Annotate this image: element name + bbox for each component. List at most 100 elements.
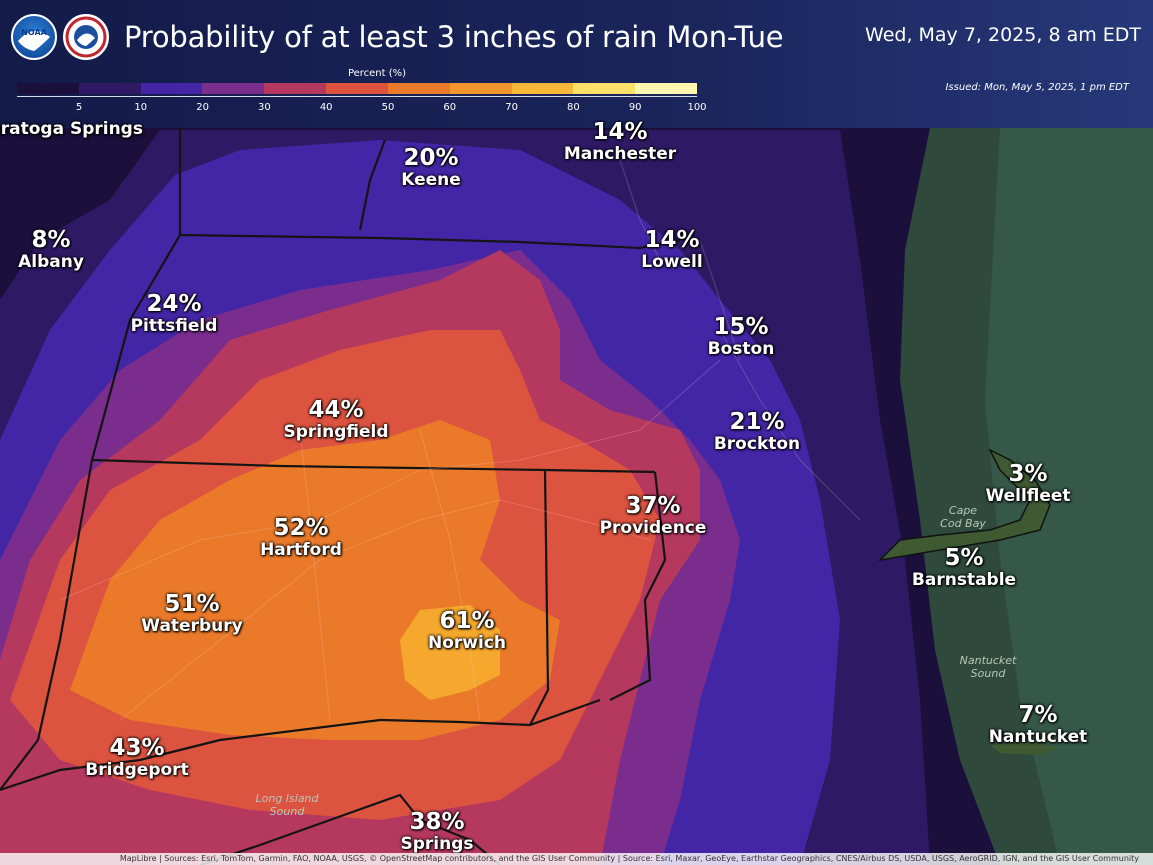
city-name: Keene	[401, 170, 461, 190]
legend-swatch	[202, 83, 265, 94]
city-label-springfield[interactable]: 44% Springfield	[283, 398, 388, 442]
city-label-saratoga-springs[interactable]: Saratoga Springs	[0, 120, 143, 139]
border-ny-ma	[90, 128, 182, 461]
city-probability: 38%	[409, 809, 465, 835]
border-ri-east	[609, 471, 667, 701]
city-name: Norwich	[427, 633, 507, 653]
city-probability: 51%	[164, 591, 220, 617]
valid-time: Wed, May 7, 2025, 8 am EDT	[865, 24, 1141, 46]
coast-li	[199, 793, 501, 865]
water-label-long-island-sound-text: Long Island Sound	[255, 792, 319, 818]
water-label-long-island-sound: Long Island Sound	[255, 792, 318, 818]
map-header: NOAA Probability of at least 3 inches of…	[0, 0, 1153, 128]
legend-swatch	[511, 83, 574, 94]
legend-tick-label: 70	[505, 102, 518, 113]
legend-tick-label: 5	[75, 102, 83, 113]
border-vt-nh	[358, 139, 387, 231]
border-ct-ri	[529, 469, 550, 726]
ocean-imagery-deep	[985, 128, 1153, 865]
city-name: Bridgeport	[85, 760, 189, 780]
city-label-pittsfield[interactable]: 24% Pittsfield	[131, 292, 218, 336]
legend-title: Percent (%)	[347, 68, 407, 79]
legend-swatch	[635, 83, 697, 94]
city-label-springs[interactable]: 38% Springs	[400, 810, 473, 854]
city-probability: 21%	[729, 409, 785, 435]
water-label-cape-cod-bay-text: Cape Cod Bay	[940, 504, 986, 530]
legend-color-bar	[17, 83, 697, 94]
city-probability: 8%	[31, 227, 71, 253]
band-60-70	[400, 605, 500, 700]
city-probability: 24%	[146, 291, 202, 317]
city-name: Springfield	[283, 422, 389, 442]
legend-tick-label: 90	[628, 102, 642, 113]
city-label-boston[interactable]: 15% Boston	[708, 315, 775, 359]
legend-swatch	[573, 83, 636, 94]
city-name: Manchester	[563, 144, 677, 164]
svg-text:NOAA: NOAA	[21, 28, 47, 37]
city-name: Albany	[18, 252, 84, 272]
nantucket-island	[990, 742, 1060, 755]
city-probability: 14%	[644, 227, 700, 253]
city-label-hartford[interactable]: 52% Hartford	[260, 516, 342, 560]
city-name: Springs	[400, 834, 474, 854]
water-label-nantucket-sound-text: Nantucket Sound	[959, 654, 1017, 680]
roads	[59, 159, 861, 721]
city-probability: 15%	[713, 314, 769, 340]
city-label-brockton[interactable]: 21% Brockton	[714, 410, 800, 454]
city-name: Wellfleet	[985, 486, 1071, 506]
city-probability: 44%	[308, 397, 364, 423]
city-probability: 14%	[592, 119, 648, 145]
city-label-barnstable[interactable]: 5% Barnstable	[912, 546, 1016, 590]
city-name: Hartford	[260, 540, 342, 560]
city-name: Waterbury	[141, 616, 243, 636]
legend-tick-label: 50	[381, 102, 395, 113]
legend-tick-label: 80	[567, 102, 580, 113]
city-label-wellfleet[interactable]: 3% Wellfleet	[985, 462, 1070, 506]
legend-swatch	[264, 83, 327, 94]
city-probability: 43%	[109, 735, 165, 761]
nws-logo	[63, 14, 109, 60]
legend-swatch	[449, 83, 512, 94]
city-label-providence[interactable]: 37% Providence	[600, 494, 707, 538]
legend-swatch	[140, 83, 203, 94]
city-label-bridgeport[interactable]: 43% Bridgeport	[85, 736, 188, 780]
legend-swatch	[78, 83, 141, 94]
legend-swatch	[326, 83, 388, 94]
city-label-albany[interactable]: 8% Albany	[18, 228, 84, 272]
city-label-nantucket[interactable]: 7% Nantucket	[989, 703, 1088, 747]
legend-tick-label: 20	[196, 102, 209, 113]
city-probability: 7%	[1018, 702, 1058, 728]
legend-tick-label: 40	[319, 102, 333, 113]
coast-ct	[0, 698, 601, 792]
noaa-logo: NOAA	[11, 14, 57, 60]
city-label-keene[interactable]: 20% Keene	[401, 146, 461, 190]
city-probability: 52%	[273, 515, 329, 541]
city-name: Pittsfield	[130, 316, 218, 336]
legend-tick-label: 10	[134, 102, 148, 113]
legend-tick-label: 60	[443, 102, 457, 113]
city-label-manchester[interactable]: 14% Manchester	[564, 120, 676, 164]
city-name: Nantucket	[988, 727, 1088, 747]
cape-cod	[877, 448, 1051, 562]
map-title: Probability of at least 3 inches of rain…	[124, 20, 784, 54]
legend-tick-label: 30	[258, 102, 271, 113]
color-legend: Percent (%) 5 10 20 30 40 50 60 70 80 90 100	[17, 66, 707, 116]
city-name: Boston	[707, 339, 775, 359]
water-label-cape-cod-bay: Cape Cod Bay	[940, 504, 986, 530]
city-probability: 20%	[403, 145, 459, 171]
city-label-lowell[interactable]: 14% Lowell	[641, 228, 702, 272]
city-probability: 5%	[944, 545, 984, 571]
legend-swatch	[387, 83, 450, 94]
issued-time: Issued: Mon, May 5, 2025, 1 pm EDT	[945, 82, 1129, 93]
city-name: Saratoga Springs	[0, 119, 143, 139]
border-ct-ma	[91, 458, 656, 474]
border-ma-north	[179, 233, 681, 250]
legend-swatch	[17, 83, 79, 94]
city-label-waterbury[interactable]: 51% Waterbury	[141, 592, 242, 636]
city-probability: 37%	[625, 493, 681, 519]
city-name: Providence	[599, 518, 707, 538]
map-attribution: MapLibre | Sources: Esri, TomTom, Garmin…	[0, 853, 1153, 865]
legend-axis	[17, 96, 697, 97]
city-label-norwich[interactable]: 61% Norwich	[428, 609, 506, 653]
